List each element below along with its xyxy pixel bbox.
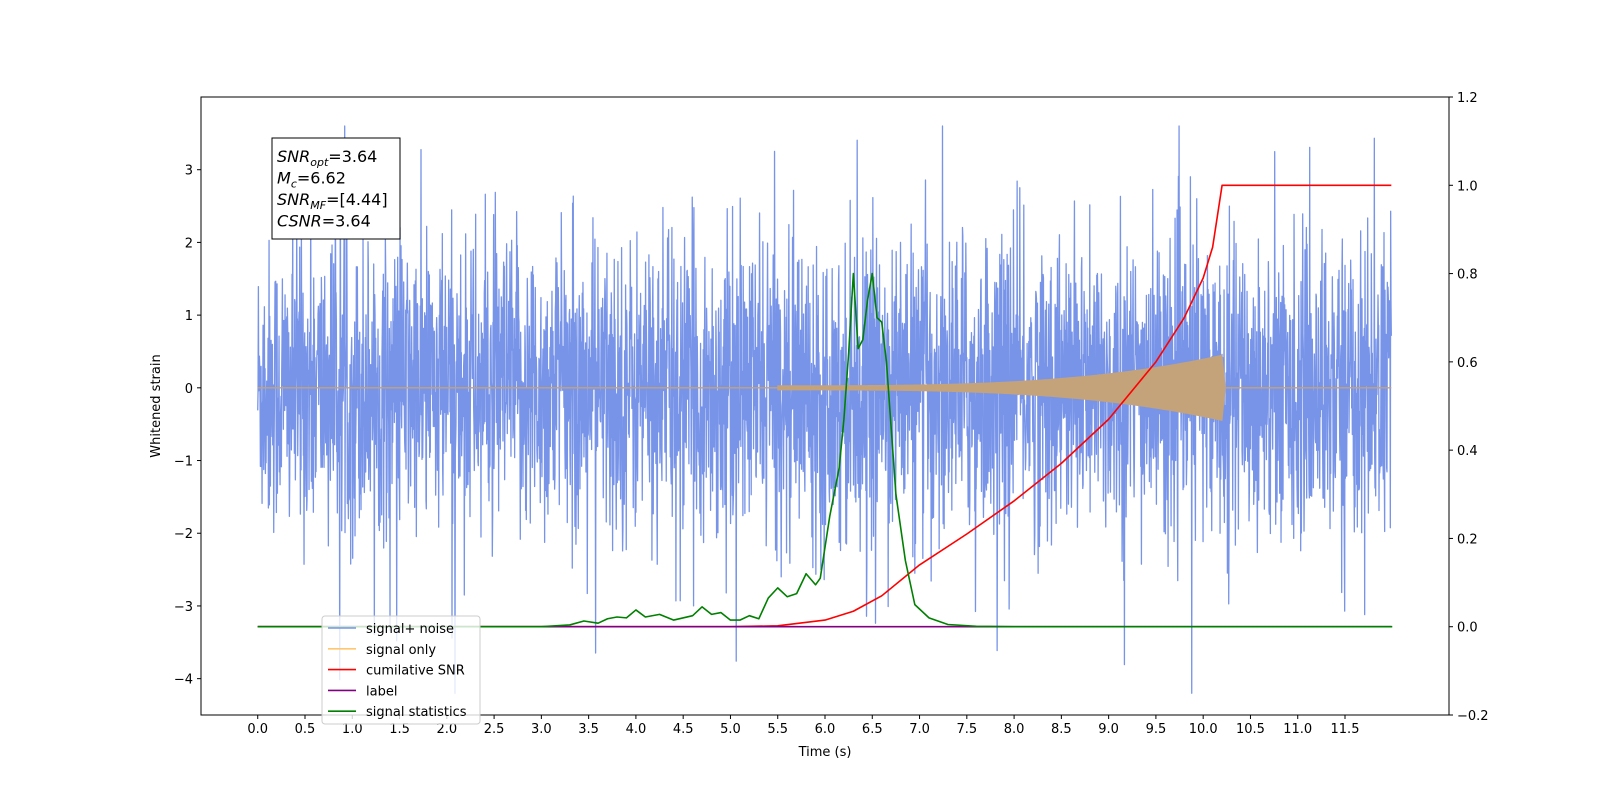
y2-tick-label: 0.4 — [1457, 444, 1478, 459]
legend-label: signal+ noise — [366, 622, 454, 637]
info-box-line: Mc=6.62 — [277, 169, 346, 191]
x-tick-label: 6.5 — [862, 722, 883, 737]
x-tick-label: 3.0 — [531, 722, 552, 737]
x-tick-label: 3.5 — [578, 722, 599, 737]
y-tick-label: 1 — [185, 309, 193, 324]
x-axis-label: Time (s) — [798, 745, 852, 760]
x-tick-label: 1.0 — [342, 722, 363, 737]
y-tick-label: 2 — [185, 236, 193, 251]
x-tick-label: 0.0 — [247, 722, 268, 737]
series-cumulative-snr — [257, 184, 1392, 628]
info-box-line: CSNR=3.64 — [277, 212, 371, 231]
info-box-line: SNRMF=[4.44] — [277, 190, 388, 212]
y-tick-label: −3 — [174, 600, 193, 615]
series-signal-statistics — [257, 272, 1393, 628]
x-tick-label: 6.0 — [815, 722, 836, 737]
y-tick-label: 0 — [185, 382, 193, 397]
x-tick-label: 9.5 — [1146, 722, 1167, 737]
x-tick-label: 2.0 — [436, 722, 457, 737]
ticks-layer: 0.0 0.5 1.0 1.5 2.0 2.5 3.0 3.5 4.0 4.5 5.0 5.5 6.0 6… — [174, 91, 1489, 737]
legend: signal+ noise signal only cumilative SNR la… — [321, 615, 481, 725]
x-tick-label: 10.0 — [1189, 722, 1218, 737]
x-tick-label: 9.0 — [1098, 722, 1119, 737]
legend-frame — [321, 615, 481, 725]
y-tick-label: −1 — [174, 455, 193, 470]
x-tick-label: 2.5 — [484, 722, 505, 737]
legend-label: signal statistics — [366, 705, 467, 720]
plot-layer — [257, 125, 1393, 694]
legend-label: signal only — [366, 643, 436, 658]
y2-tick-label: 1.2 — [1457, 91, 1478, 106]
series-signal-noise — [257, 125, 1392, 694]
info-box-frame — [271, 137, 401, 240]
x-tick-label: 5.0 — [720, 722, 741, 737]
y2-tick-label: 0.0 — [1457, 621, 1478, 636]
x-tick-label: 8.5 — [1051, 722, 1072, 737]
x-tick-label: 5.5 — [767, 722, 788, 737]
y2-tick-label: 0.6 — [1457, 356, 1478, 371]
x-tick-label: 4.0 — [626, 722, 647, 737]
y2-tick-label: 0.2 — [1457, 532, 1478, 547]
x-tick-label: 8.0 — [1004, 722, 1025, 737]
x-tick-label: 7.0 — [909, 722, 930, 737]
y-tick-label: 3 — [185, 164, 193, 179]
x-tick-label: 7.5 — [956, 722, 977, 737]
y-axis-label: Whitened strain — [149, 354, 164, 457]
x-tick-label: 0.5 — [295, 722, 316, 737]
y2-tick-label: 1.0 — [1457, 179, 1478, 194]
legend-label: label — [366, 684, 397, 699]
x-tick-label: 10.5 — [1236, 722, 1265, 737]
x-tick-label: 4.5 — [673, 722, 694, 737]
y-tick-label: −2 — [174, 527, 193, 542]
y-tick-label: −4 — [174, 673, 193, 688]
y2-tick-label: 0.8 — [1457, 268, 1478, 283]
y2-tick-label: −0.2 — [1457, 709, 1489, 724]
plot-area — [257, 125, 1393, 694]
x-tick-label: 11.0 — [1283, 722, 1312, 737]
info-box-line: SNRopt=3.64 — [277, 147, 377, 169]
x-tick-label: 11.5 — [1331, 722, 1360, 737]
legend-label: cumilative SNR — [366, 664, 465, 679]
x-tick-label: 1.5 — [389, 722, 410, 737]
